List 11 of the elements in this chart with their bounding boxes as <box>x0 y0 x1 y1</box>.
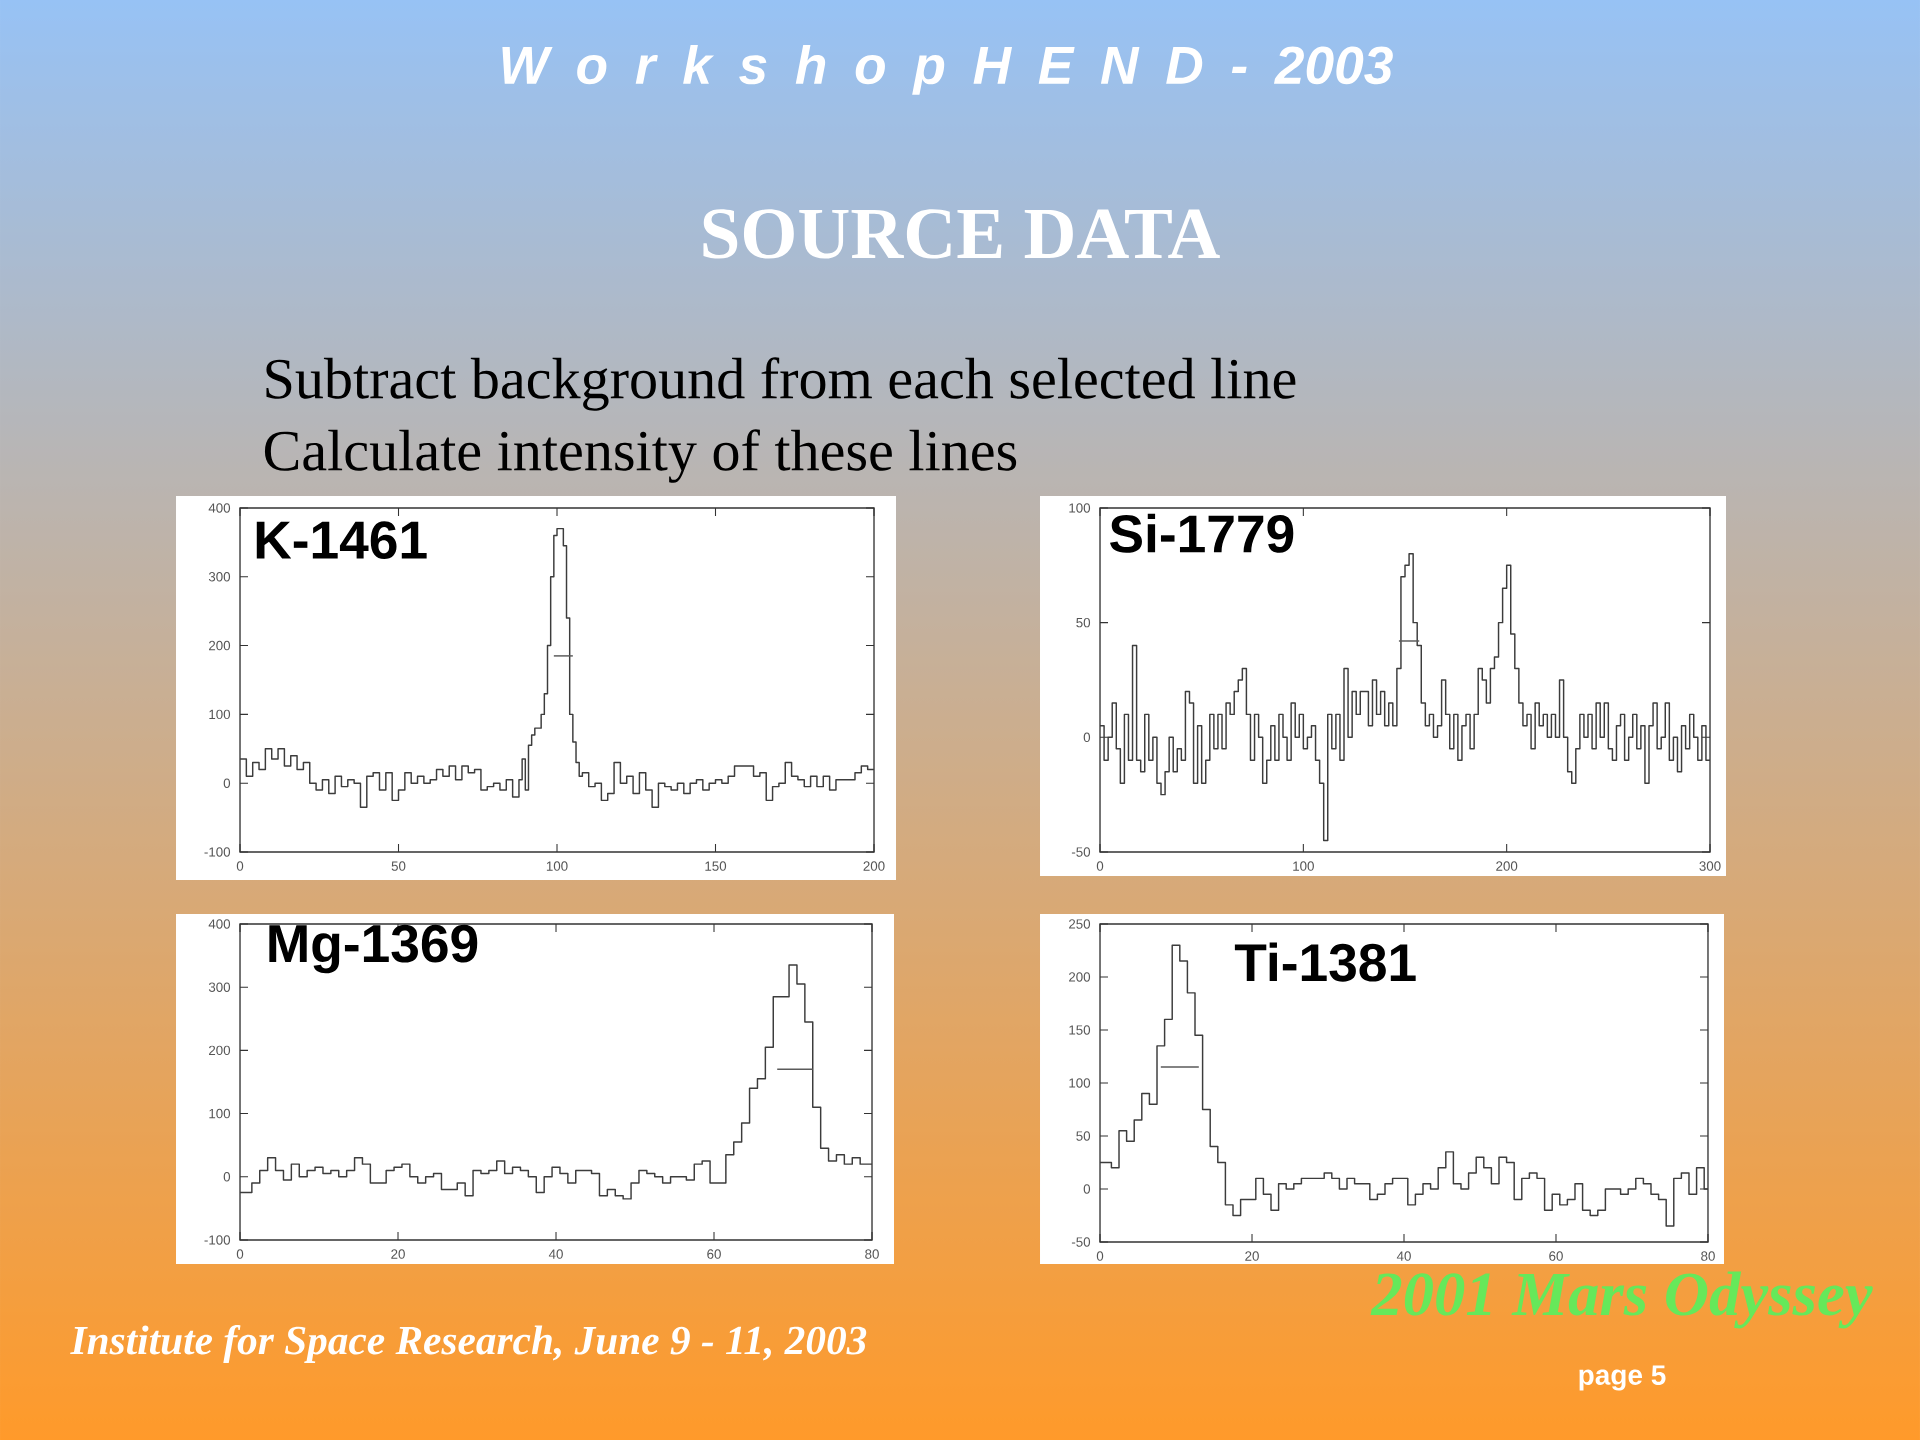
chart-title: K-1461 <box>256 521 427 559</box>
text: 2001 Mars Odyssey <box>1370 1271 1873 1329</box>
chart-title: Si-1779 <box>1110 513 1294 553</box>
text: Calculate intensity of these lines <box>264 429 1017 483</box>
text: SOURCE DATA <box>703 209 1220 259</box>
text: W o r k s h o p H E N D - 2003 <box>502 45 1393 95</box>
text: page 5 <box>1579 1365 1666 1391</box>
chart-title: Mg-1369 <box>269 924 478 974</box>
chart-title: Ti-1381 <box>1234 942 1416 982</box>
text: Subtract background from each selected line <box>266 357 1296 411</box>
text: Institute for Space Research, June 9 - 11, 2003 <box>70 1325 867 1363</box>
